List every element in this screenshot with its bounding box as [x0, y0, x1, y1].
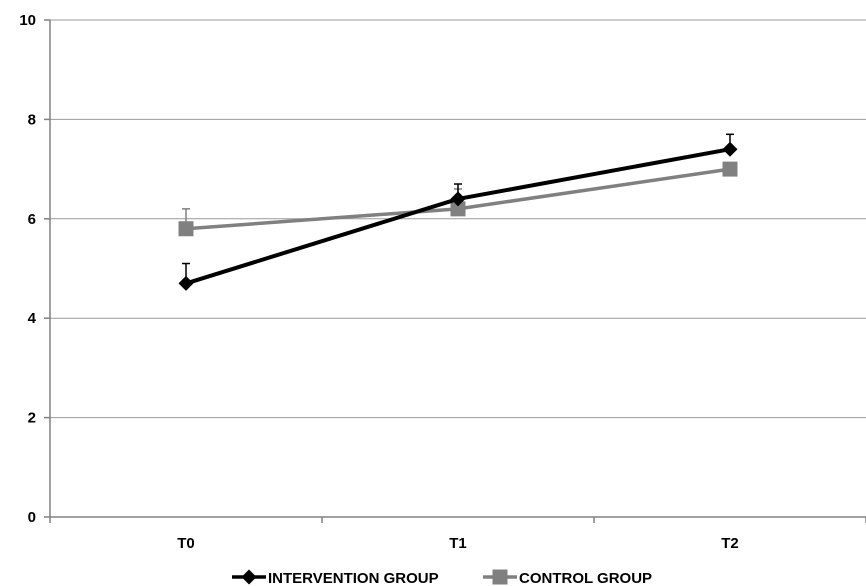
legend-item-intervention-group: INTERVENTION GROUP	[232, 569, 439, 586]
x-tick-labels: T0 T1 T2	[177, 535, 739, 552]
data-point	[722, 161, 738, 177]
legend-label: CONTROL GROUP	[519, 570, 652, 586]
y-tick-label: 0	[28, 509, 36, 526]
data-point	[722, 141, 738, 157]
series-intervention-group	[178, 133, 738, 291]
y-tick-label: 8	[28, 111, 36, 128]
legend: INTERVENTION GROUP CONTROL GROUP	[232, 569, 652, 586]
series-control-group	[178, 161, 738, 237]
data-point	[450, 191, 466, 207]
x-tick-label: T0	[177, 535, 195, 552]
y-tick-labels: 0 2 4 6 8 10	[19, 12, 36, 526]
y-tick-label: 10	[19, 12, 36, 29]
gridlines	[50, 19, 866, 419]
series	[178, 133, 738, 291]
y-tick-label: 4	[28, 310, 37, 327]
legend-label: INTERVENTION GROUP	[268, 570, 439, 586]
legend-marker	[241, 569, 257, 585]
data-point	[450, 201, 466, 217]
x-tick-label: T2	[721, 535, 739, 552]
data-point	[178, 221, 194, 237]
data-point	[178, 275, 194, 291]
axes	[44, 19, 866, 523]
legend-marker	[492, 569, 508, 585]
y-tick-label: 6	[28, 211, 36, 228]
y-tick-label: 2	[28, 410, 36, 427]
x-tick-label: T1	[449, 535, 467, 552]
legend-item-control-group: CONTROL GROUP	[483, 569, 652, 586]
